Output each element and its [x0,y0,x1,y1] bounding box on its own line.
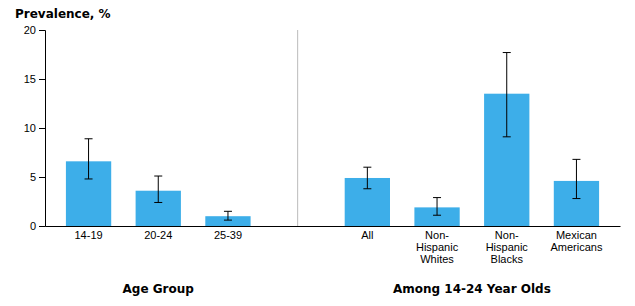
error-cap [433,197,441,198]
tick-mark [39,30,45,31]
tick-label: MexicanAmericans [550,229,602,253]
tick-label-line: Whites [420,253,454,265]
tick-label-line: Non- [495,229,519,241]
error-bar [224,211,232,220]
error-cap [154,202,162,203]
tick: 14-19 [74,226,102,241]
tick-label-line: Hispanic [486,241,529,253]
error-cap [85,178,93,179]
tick-label-line: Americans [550,241,602,253]
error-stem [88,139,89,179]
group-label: Among 14-24 Year Olds [393,282,551,296]
tick-label-line: Mexican [556,229,597,241]
error-cap [433,215,441,216]
group-label: Age Group [123,282,195,296]
error-cap [572,198,580,199]
tick-label: 15 [24,73,36,85]
tick: 20 [24,24,45,36]
error-bar [85,139,93,179]
tick: Non-HispanicBlacks [486,226,529,265]
tick-label: 10 [24,122,36,134]
error-cap [224,211,232,212]
tick-label-line: 25-39 [214,229,242,241]
tick-label: 25-39 [214,229,242,241]
x-axis: 14-1920-2425-39AllNon-HispanicWhitesNon-… [46,226,621,265]
error-cap [363,167,371,168]
error-cap [363,188,371,189]
title: Prevalence, % [15,7,111,21]
tick-label-line: Non- [425,229,449,241]
tick-label: All [361,229,373,241]
y-axis: 0 5 10 15 20 [24,24,46,232]
tick: MexicanAmericans [550,226,602,253]
tick-label: 20-24 [144,229,172,241]
error-cap [503,52,511,53]
tick: 5 [30,171,45,183]
error-stem [367,167,368,189]
error-bar [503,53,511,137]
tick-label-line: All [361,229,373,241]
error-stem [576,159,577,198]
error-cap [503,136,511,137]
tick-mark [39,79,45,80]
tick-label-line: 20-24 [144,229,172,241]
tick-label-line: Hispanic [416,241,459,253]
error-cap [85,138,93,139]
tick-label: Non-HispanicBlacks [486,229,529,265]
tick-mark [39,177,45,178]
tick-label: 14-19 [74,229,102,241]
tick-label-line: Blacks [491,253,524,265]
error-cap [224,220,232,221]
tick: Non-HispanicWhites [416,226,459,265]
error-stem [506,53,507,137]
error-cap [154,176,162,177]
error-bar [363,167,371,189]
tick-label: 5 [30,171,36,183]
error-bar [433,198,441,216]
error-cap [572,159,580,160]
tick: All [361,226,373,241]
tick-mark [39,226,45,227]
axis-line [39,31,46,227]
tick-label: 0 [30,220,36,232]
tick: 20-24 [144,226,172,241]
tick-label-line: 14-19 [74,229,102,241]
group-divider [297,30,298,226]
tick: 10 [24,122,45,134]
axis-line [46,226,621,227]
plot: 0510152014-1920-2425-39AllNon-HispanicWh… [24,24,621,296]
tick: 15 [24,73,45,85]
tick: 0 [30,220,45,232]
tick-label: 20 [24,24,36,36]
tick-mark [39,128,45,129]
marks [66,30,599,226]
error-stem [158,176,159,202]
error-stem [437,198,438,216]
tick-label: Non-HispanicWhites [416,229,459,265]
error-bar [154,176,162,202]
error-stem [227,211,228,220]
chart: 0510152014-1920-2425-39AllNon-HispanicWh… [0,0,635,306]
error-bar [572,159,580,198]
tick: 25-39 [214,226,242,241]
